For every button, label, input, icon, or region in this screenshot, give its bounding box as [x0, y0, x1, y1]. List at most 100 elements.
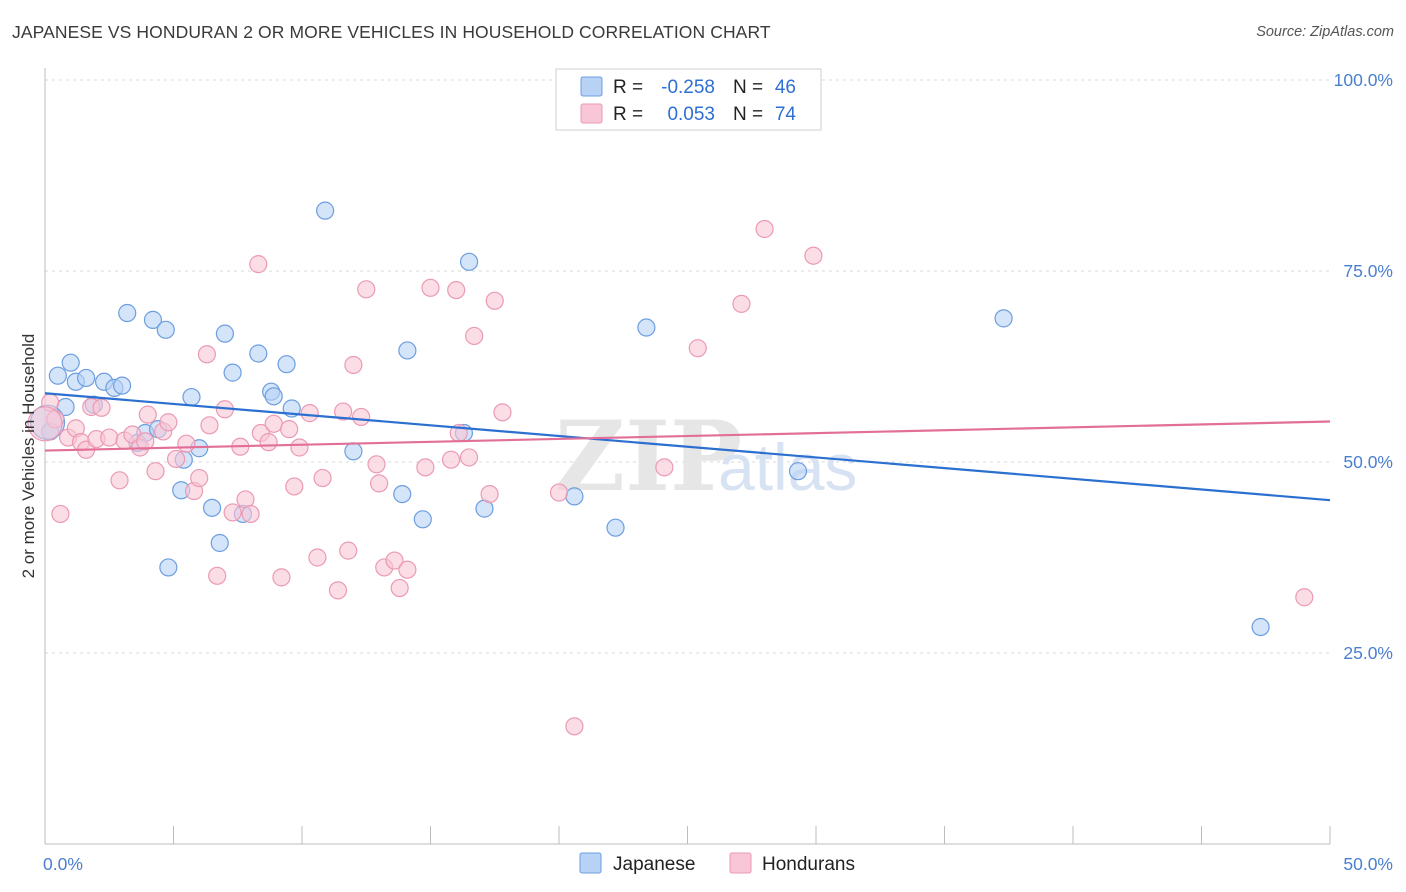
point-hondurans: [197, 345, 217, 364]
legend-r-value-japanese: -0.258: [661, 77, 715, 98]
trend-layer: [44, 392, 1331, 502]
point-hondurans: [300, 404, 319, 423]
point-hondurans: [344, 355, 363, 375]
point-hondurans: [390, 578, 409, 598]
watermark-zip: ZIP: [555, 400, 742, 513]
point-japanese: [249, 344, 268, 363]
point-hondurans: [398, 560, 417, 579]
point-hondurans: [334, 402, 353, 421]
point-hondurans: [223, 503, 242, 522]
point-japanese: [77, 368, 96, 388]
point-hondurans: [190, 468, 209, 488]
point-hondurans: [110, 471, 129, 490]
point-hondurans: [493, 403, 512, 422]
point-japanese: [459, 252, 479, 271]
y-tick-label: 50.0%: [1343, 452, 1393, 472]
watermark-atlas: atlas: [718, 430, 857, 504]
point-japanese: [118, 303, 137, 323]
y-tick-label: 100.0%: [1334, 70, 1393, 90]
point-hondurans: [804, 246, 823, 265]
point-japanese: [316, 201, 335, 220]
point-japanese: [637, 318, 656, 337]
point-japanese: [143, 310, 163, 329]
point-hondurans: [357, 280, 376, 299]
point-hondurans: [367, 455, 386, 474]
bottom-legend-swatch-hondurans: [729, 852, 752, 874]
points-layer: [27, 201, 1314, 736]
point-japanese: [565, 487, 584, 506]
watermark: ZIP atlas: [555, 400, 857, 513]
point-hondurans: [92, 398, 111, 417]
legend-n-label-hondurans: N =: [733, 104, 763, 125]
point-hondurans: [138, 405, 157, 424]
point-japanese: [1251, 617, 1270, 637]
point-japanese: [156, 320, 175, 339]
legend-r-value-hondurans: 0.053: [667, 104, 715, 125]
source-label: Source: ZipAtlas.com: [1256, 24, 1394, 40]
point-hondurans: [285, 477, 304, 496]
point-japanese: [393, 484, 412, 504]
point-japanese: [210, 533, 229, 553]
bottom-legend: Japanese Hondurans: [579, 852, 855, 875]
point-japanese: [202, 498, 222, 517]
point-japanese: [277, 355, 296, 374]
point-japanese: [223, 363, 242, 382]
point-hondurans: [549, 483, 569, 502]
point-japanese: [48, 366, 67, 385]
point-hondurans: [447, 281, 466, 300]
point-hondurans: [166, 449, 186, 469]
point-hondurans: [370, 474, 389, 493]
point-hondurans: [308, 548, 327, 567]
point-hondurans: [100, 428, 119, 447]
bottom-legend-label-hondurans: Hondurans: [762, 854, 855, 875]
point-japanese: [61, 353, 80, 372]
legend-r-label-hondurans: R =: [613, 104, 643, 125]
point-japanese: [344, 442, 363, 461]
point-japanese: [413, 510, 432, 529]
point-hondurans: [280, 420, 299, 439]
point-hondurans: [732, 294, 751, 313]
point-hondurans: [290, 438, 309, 457]
x-tick-label-max: 50.0%: [1343, 854, 1393, 874]
legend-n-label-japanese: N =: [733, 77, 763, 98]
point-hondurans: [485, 291, 504, 310]
trendline-japanese: [44, 392, 1331, 502]
point-hondurans: [441, 450, 461, 469]
point-hondurans: [421, 278, 440, 297]
point-hondurans: [352, 407, 371, 427]
point-hondurans: [208, 566, 227, 585]
point-japanese: [112, 376, 132, 395]
point-hondurans: [459, 448, 479, 467]
point-japanese: [788, 462, 808, 481]
legend-swatch-japanese: [580, 76, 603, 97]
y-tick-label: 75.0%: [1343, 261, 1393, 281]
point-hondurans: [655, 458, 674, 477]
point-hondurans: [755, 219, 774, 239]
point-hondurans: [51, 504, 70, 524]
legend-r-label-japanese: R =: [613, 77, 643, 98]
point-hondurans: [465, 326, 484, 346]
point-japanese: [398, 341, 417, 360]
point-hondurans: [200, 416, 219, 435]
y-axis-title: 2 or more Vehicles in Household: [19, 334, 38, 579]
point-hondurans: [159, 413, 178, 432]
point-japanese: [215, 324, 234, 343]
point-hondurans: [565, 717, 584, 736]
point-hondurans: [241, 504, 260, 524]
point-hondurans: [480, 484, 499, 504]
point-hondurans: [27, 406, 63, 442]
point-hondurans: [272, 568, 291, 587]
x-tick-label-min: 0.0%: [43, 854, 83, 874]
point-hondurans: [339, 541, 358, 560]
point-hondurans: [385, 551, 404, 570]
bottom-legend-label-japanese: Japanese: [613, 854, 695, 875]
point-japanese: [994, 309, 1013, 328]
point-hondurans: [264, 414, 283, 433]
y-tick-label: 25.0%: [1343, 643, 1393, 663]
legend-n-value-hondurans: 74: [775, 104, 797, 125]
point-japanese: [606, 518, 625, 537]
point-hondurans: [259, 433, 278, 452]
bottom-legend-swatch-japanese: [579, 852, 602, 874]
chart-title: JAPANESE VS HONDURAN 2 OR MORE VEHICLES …: [12, 22, 771, 42]
